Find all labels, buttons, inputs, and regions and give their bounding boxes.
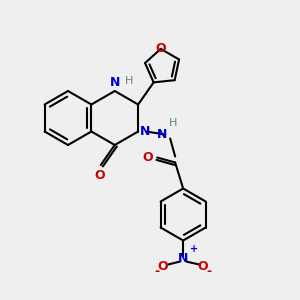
Text: -: - — [154, 265, 160, 278]
Text: N: N — [178, 252, 188, 265]
Text: O: O — [158, 260, 169, 273]
Text: +: + — [190, 244, 198, 254]
Text: H: H — [169, 118, 177, 128]
Text: N: N — [110, 76, 120, 89]
Text: O: O — [94, 169, 105, 182]
Text: O: O — [155, 42, 166, 56]
Text: N: N — [140, 125, 151, 138]
Text: O: O — [142, 151, 153, 164]
Text: H: H — [125, 76, 133, 86]
Text: N: N — [157, 128, 167, 141]
Text: O: O — [198, 260, 208, 273]
Text: -: - — [207, 265, 212, 278]
